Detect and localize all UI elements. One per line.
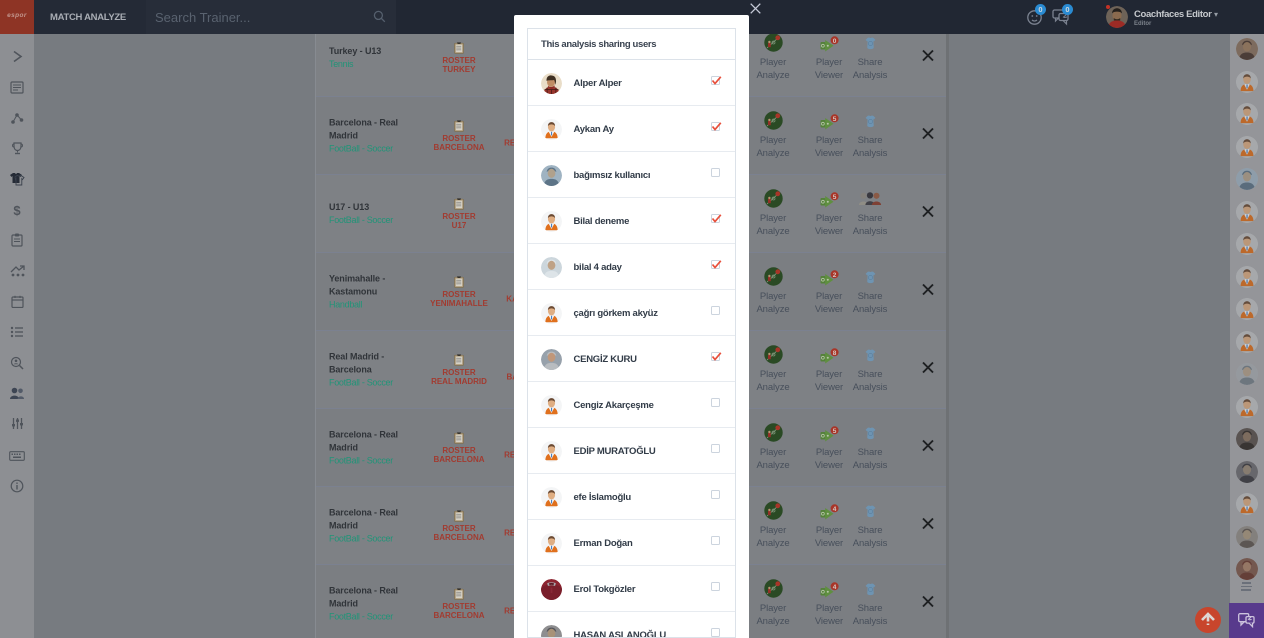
svg-text:5: 5 [832,116,836,123]
svg-text:8: 8 [832,350,836,357]
svg-text:5: 5 [832,428,836,435]
svg-text:4: 4 [832,506,836,513]
svg-text:2: 2 [832,272,836,279]
svg-text:$: $ [13,203,21,218]
svg-text:5: 5 [832,194,836,201]
svg-text:4: 4 [832,584,836,591]
svg-text:0: 0 [832,38,836,45]
